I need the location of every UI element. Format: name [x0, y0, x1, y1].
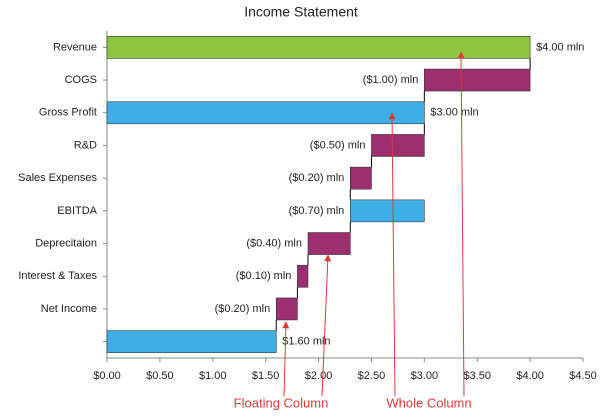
- y-tick-label: Revenue: [53, 41, 97, 53]
- x-tick-label: $4.50: [569, 370, 597, 382]
- x-tick-label: $3.50: [463, 370, 491, 382]
- data-label: ($0.50) mln: [310, 139, 366, 151]
- x-tick-label: $3.00: [411, 370, 439, 382]
- data-label: ($0.10) mln: [236, 270, 292, 282]
- bar: [371, 134, 425, 157]
- data-label: ($0.40) mln: [246, 237, 302, 249]
- x-tick-label: $1.50: [252, 370, 280, 382]
- x-tick-label: $2.00: [305, 370, 333, 382]
- data-label: $3.00 mln: [430, 107, 478, 119]
- chart-title: Income Statement: [244, 4, 358, 20]
- y-tick-label: Interest & Taxes: [18, 270, 97, 282]
- x-tick-label: $1.00: [199, 370, 227, 382]
- data-label: ($0.20) mln: [215, 303, 271, 315]
- bar: [349, 166, 372, 190]
- y-tick-label: R&D: [74, 139, 97, 151]
- annotation-arrows: [282, 51, 465, 397]
- data-label: $4.00 mln: [536, 41, 584, 53]
- x-tick-label: $0.00: [93, 370, 121, 382]
- y-tick-label: EBITDA: [57, 205, 97, 217]
- x-tick-label: $0.50: [146, 370, 174, 382]
- bar: [106, 330, 277, 353]
- data-label: $1.60 mln: [282, 336, 330, 348]
- data-label: ($1.00) mln: [363, 74, 419, 86]
- data-label: ($0.20) mln: [289, 172, 345, 184]
- bar: [297, 264, 309, 288]
- bar: [106, 101, 425, 125]
- bar: [106, 36, 531, 59]
- x-tick-label: $4.00: [516, 370, 544, 382]
- bar: [307, 232, 351, 255]
- y-tick-label: Net Income: [41, 303, 97, 315]
- bar: [349, 199, 425, 223]
- y-tick-label: Sales Expenses: [18, 172, 97, 184]
- data-label: ($0.70) mln: [289, 205, 345, 217]
- y-tick-label: COGS: [65, 74, 97, 86]
- annotation: Whole Column: [386, 395, 471, 410]
- bar: [275, 297, 298, 321]
- bar: [424, 68, 531, 92]
- y-tick-label: Gross Profit: [39, 107, 97, 119]
- annotation: Floating Column: [234, 395, 329, 410]
- x-tick-label: $2.50: [358, 370, 386, 382]
- y-tick-label: Deprecitaion: [35, 237, 97, 249]
